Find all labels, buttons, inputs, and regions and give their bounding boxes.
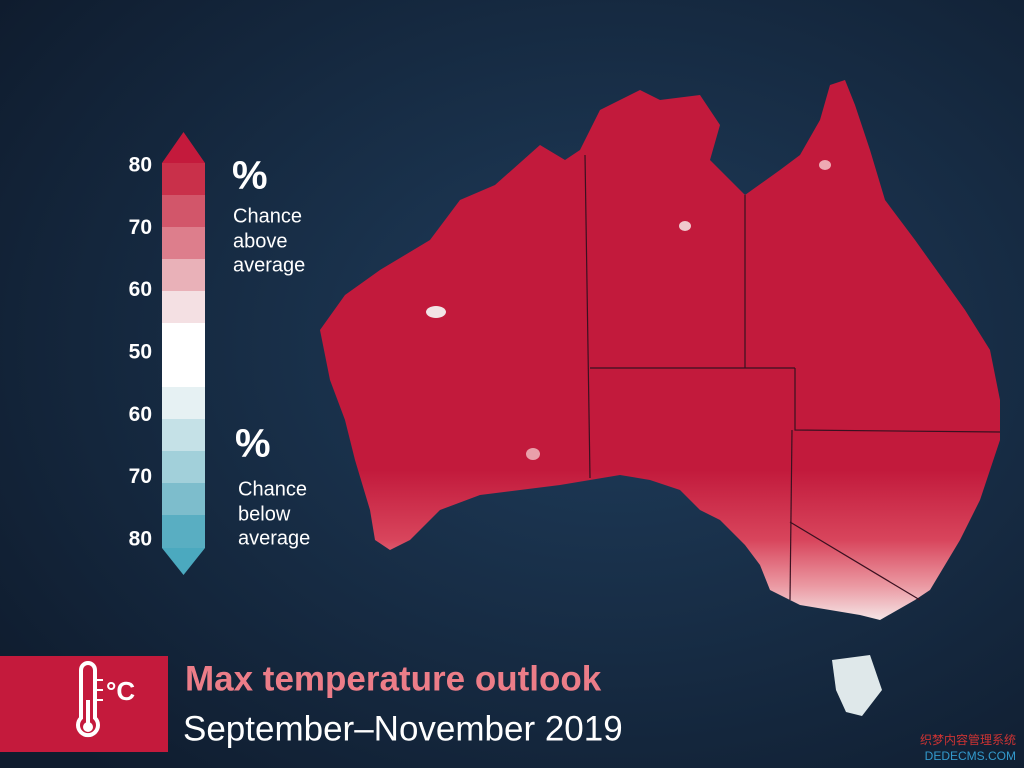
legend-band: [162, 163, 205, 196]
mainland: [320, 80, 1000, 620]
legend-label: average: [233, 254, 305, 276]
legend-band: [162, 419, 205, 452]
legend-tick-label: 70: [129, 216, 152, 239]
legend-band: [162, 483, 205, 516]
legend-label: Chance: [233, 205, 302, 227]
legend-tick-label: 80: [129, 528, 152, 551]
legend-symbol: %: [235, 422, 271, 466]
hotspot: [679, 221, 691, 231]
legend-band: [162, 387, 205, 420]
thermometer-icon: [76, 661, 103, 738]
subtitle: September–November 2019: [183, 709, 623, 748]
legend-tick-label: 60: [129, 403, 152, 426]
legend-tick-label: 60: [129, 278, 152, 301]
watermark-text: DEDECMS.COM: [925, 749, 1016, 763]
legend-band: [162, 355, 205, 388]
title: Max temperature outlook: [185, 659, 602, 698]
state-borders: [584, 154, 1001, 601]
hotspot: [426, 306, 446, 318]
legend-band: [162, 515, 205, 548]
legend-arrow-top: [162, 132, 205, 163]
legend-band: [162, 195, 205, 228]
legend-arrow-bottom: [162, 548, 205, 575]
legend-tick-label: 50: [129, 341, 152, 364]
watermark-text: 织梦内容管理系统: [920, 732, 1016, 747]
hotspot: [526, 448, 540, 460]
tasmania: [832, 655, 882, 716]
legend-tick-label: 70: [129, 465, 152, 488]
legend-label: average: [238, 527, 310, 549]
legend-label: Chance: [238, 478, 307, 500]
icon-unit: °C: [106, 676, 135, 706]
legend-band: [162, 227, 205, 260]
map: [320, 80, 1001, 716]
legend-band: [162, 291, 205, 324]
legend-label: above: [233, 230, 288, 252]
watermark: 织梦内容管理系统 DEDECMS.COM: [920, 732, 1016, 763]
legend-band: [162, 451, 205, 484]
banner-block: [0, 656, 168, 752]
legend-band: [162, 259, 205, 292]
legend-tick-label: 80: [129, 154, 152, 177]
hotspot: [819, 160, 831, 170]
legend-label: below: [238, 503, 291, 525]
legend-symbol: %: [232, 154, 268, 198]
banner: °C Max temperature outlook September–Nov…: [0, 656, 623, 752]
legend-band: [162, 323, 205, 356]
